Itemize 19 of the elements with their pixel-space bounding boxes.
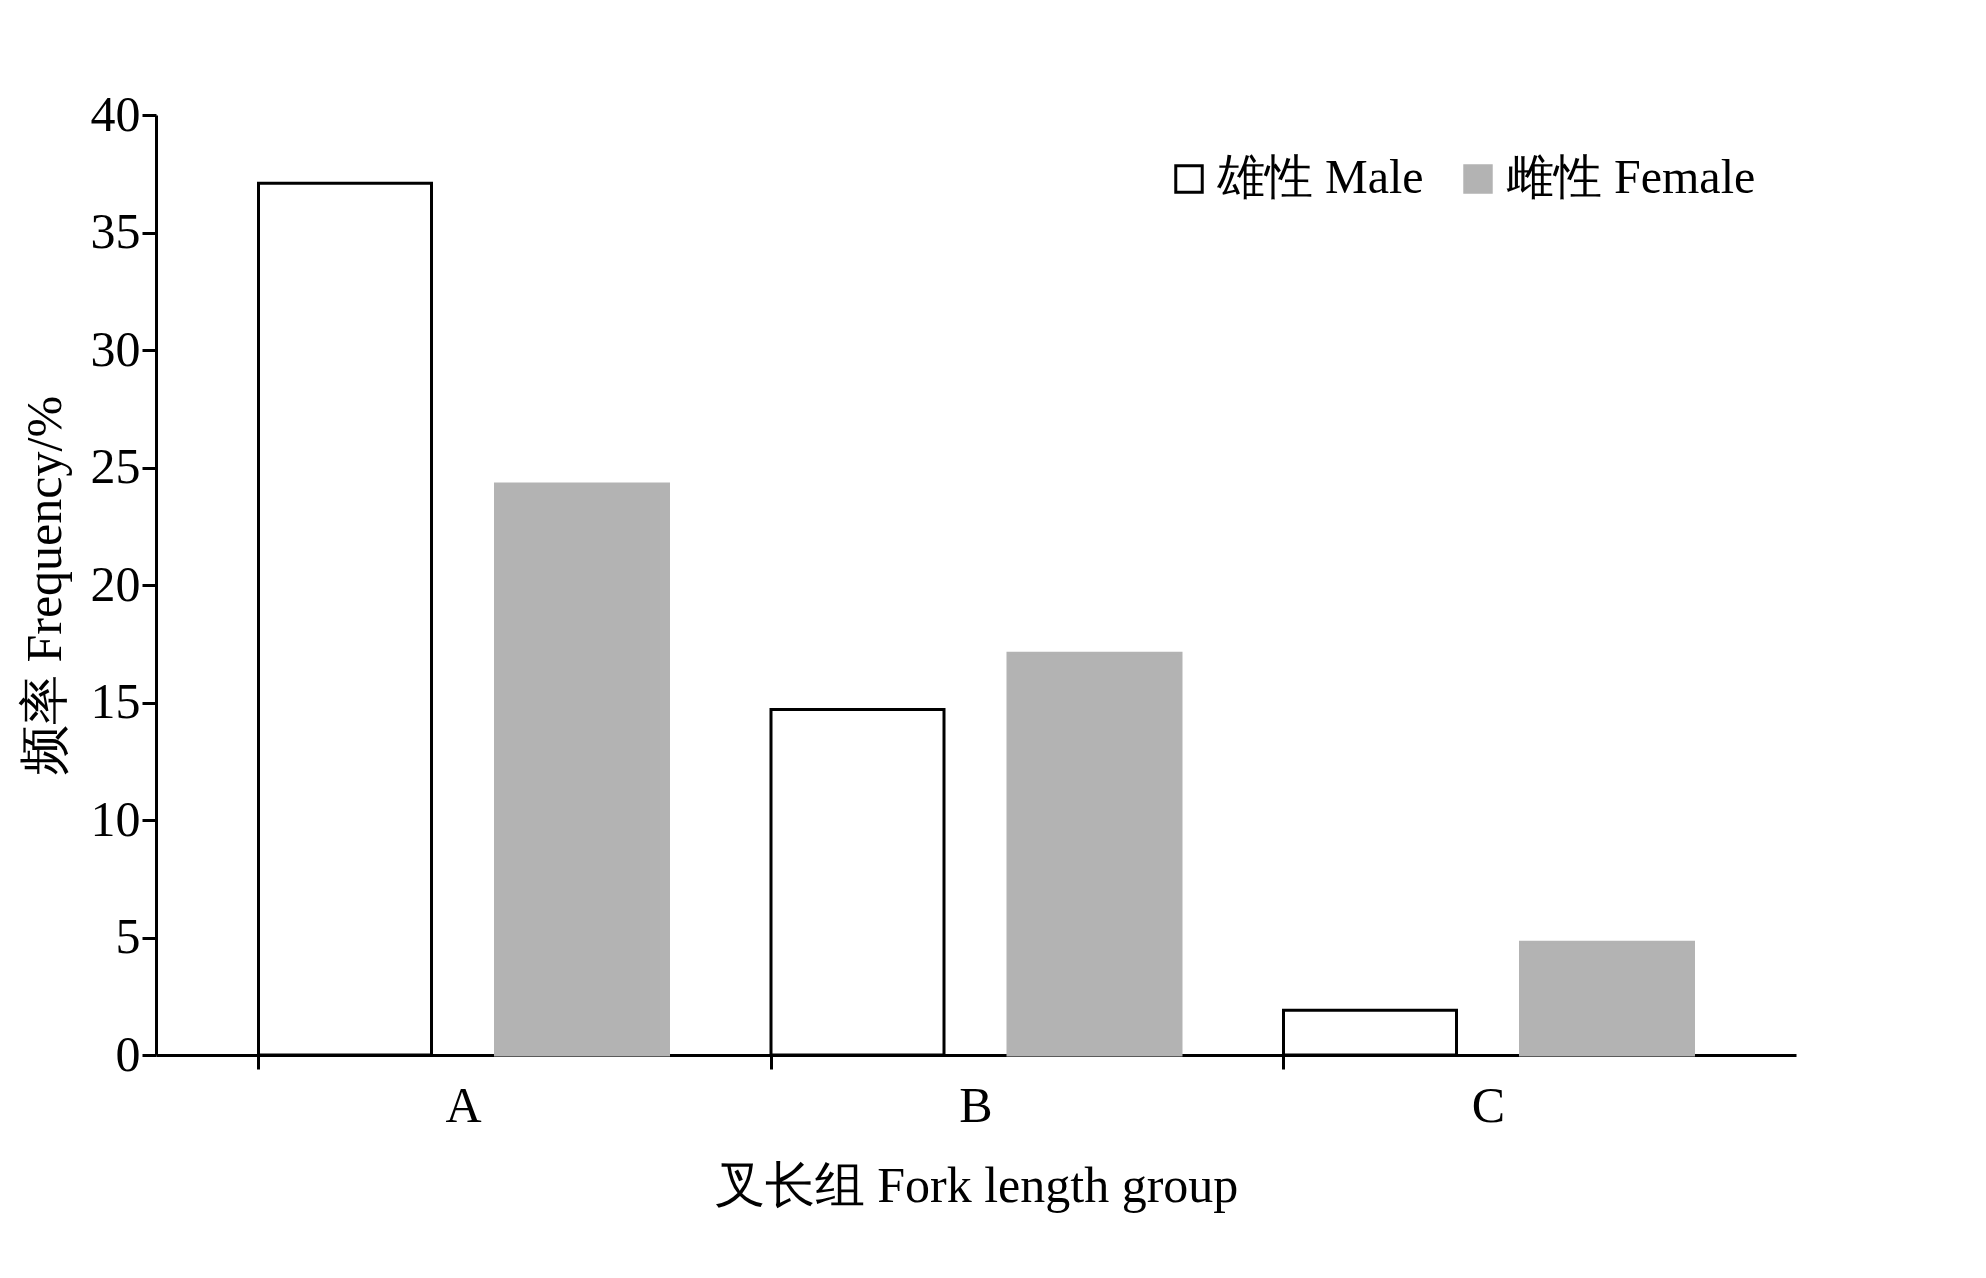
y-tick-label: 0 [115, 1025, 141, 1082]
x-axis-title: 叉长组 Fork length group [714, 1156, 1239, 1213]
x-tick-label: C [1471, 1076, 1506, 1133]
y-tick-label: 10 [90, 790, 141, 847]
x-tick-label: B [959, 1076, 993, 1133]
y-tick-label: 30 [90, 320, 141, 377]
y-tick-label: 40 [90, 85, 141, 142]
y-tick-label: 35 [90, 203, 141, 259]
legend-label: 雄性 Male [1216, 150, 1424, 203]
y-tick-label: 25 [90, 438, 141, 494]
bar [493, 482, 670, 1057]
y-tick-label: 5 [115, 908, 141, 964]
y-tick-label: 20 [90, 555, 141, 612]
y-tick-label: 15 [90, 673, 141, 729]
bar [1006, 651, 1183, 1057]
x-tick-label: A [445, 1076, 482, 1133]
bar [1518, 940, 1695, 1057]
y-axis-title: 频率 Frequency/% [15, 395, 72, 776]
legend-label: 雌性 Female [1506, 150, 1756, 203]
